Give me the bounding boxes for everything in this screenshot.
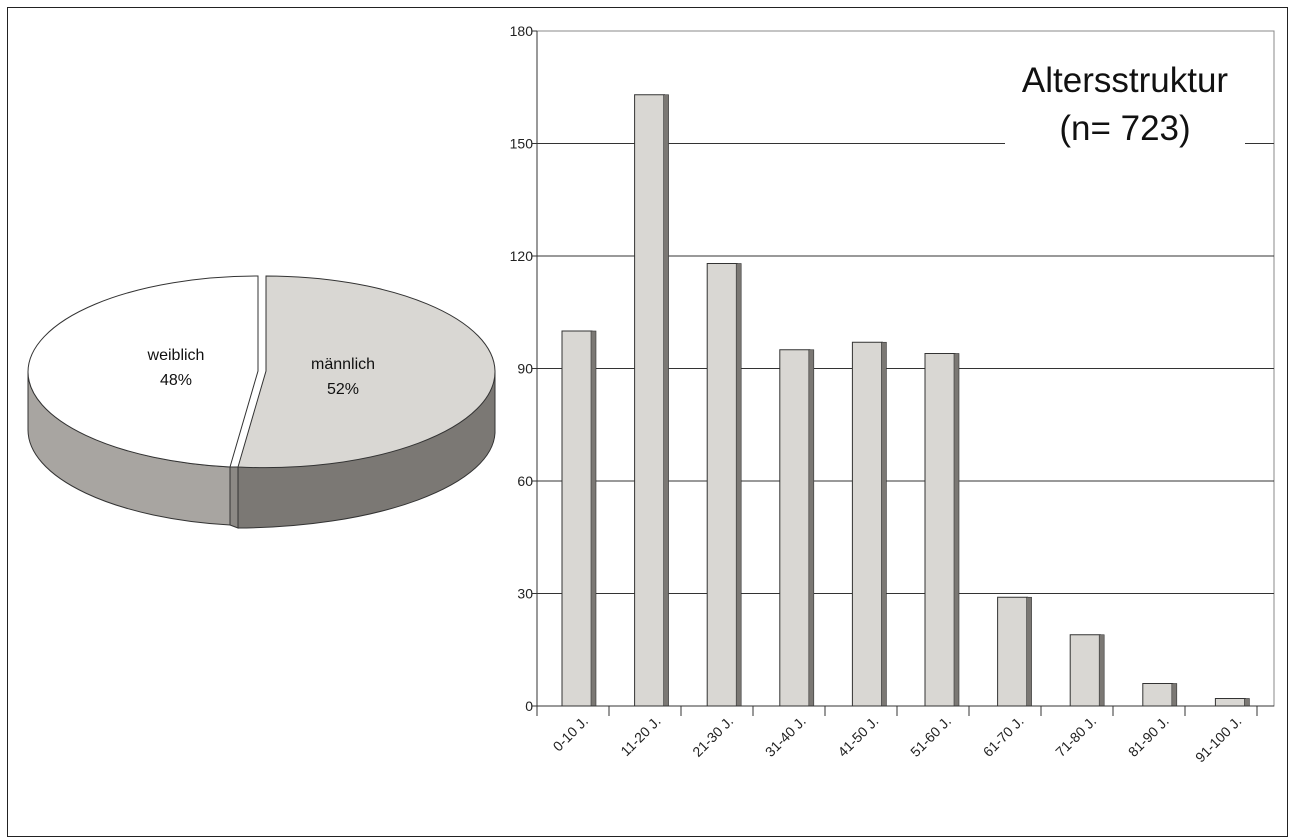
bar-side — [1026, 596, 1032, 707]
pie-label-maennlich-percent: 52% — [327, 381, 359, 398]
x-tick-label: 0-10 J. — [550, 713, 592, 755]
pie-label-maennlich-name: männlich — [311, 356, 375, 373]
y-tick-label: 30 — [517, 586, 533, 602]
bar-side — [735, 263, 742, 707]
bar-31-40 — [779, 349, 811, 707]
x-tick-label: 11-20 J. — [617, 713, 663, 759]
y-axis-ticks: 0 30 60 90 120 150 180 — [510, 23, 538, 716]
bar-51-60 — [924, 353, 956, 707]
bar-side — [1244, 698, 1250, 707]
bar-side — [1171, 683, 1178, 707]
bar-side — [663, 94, 669, 707]
bar-0-10 — [561, 330, 593, 707]
bar-41-50 — [851, 341, 883, 707]
pie-slice-weiblich — [27, 275, 259, 468]
title-background — [1005, 60, 1245, 160]
bar-11-20 — [634, 94, 666, 707]
bar-side — [590, 330, 597, 707]
x-tick-label: 21-30 J. — [689, 713, 736, 760]
x-tick-label: 41-50 J. — [834, 713, 881, 760]
pie-slice-maennlich — [237, 275, 496, 469]
bar-81-90 — [1142, 683, 1174, 707]
y-tick-label: 90 — [517, 361, 533, 377]
y-tick-label: 120 — [510, 248, 534, 264]
bar-side — [808, 349, 815, 707]
pie-label-weiblich-percent: 48% — [160, 372, 192, 389]
y-tick-label: 60 — [517, 473, 533, 489]
x-tick-label: 61-70 J. — [980, 713, 1027, 760]
pie-label-weiblich-name: weiblich — [147, 347, 205, 364]
x-tick-label: 91-100 J. — [1192, 713, 1245, 766]
bar-side — [881, 341, 887, 707]
y-tick-label: 150 — [510, 136, 534, 152]
chart-title: Altersstruktur — [1022, 61, 1228, 100]
bar-61-70 — [997, 596, 1029, 707]
x-axis-ticks: 0-10 J. 11-20 J. 21-30 J. 31-40 J. 41-50 J. 5… — [537, 705, 1274, 766]
x-tick-label: 51-60 J. — [907, 713, 954, 760]
x-tick-label: 71-80 J. — [1052, 713, 1099, 760]
bar-71-80 — [1069, 634, 1101, 707]
bar-side — [1098, 634, 1105, 707]
bars — [561, 94, 1250, 707]
x-tick-label: 81-90 J. — [1125, 713, 1172, 760]
bar-side — [953, 353, 960, 707]
bar-chart: 0 30 60 90 120 150 180 0-10 J. 11-20 J. 21-30 J.… — [510, 23, 1275, 766]
x-tick-label: 31-40 J. — [762, 713, 809, 760]
chart-subtitle: (n= 723) — [1059, 109, 1190, 148]
y-tick-label: 0 — [525, 698, 533, 714]
bar-21-30 — [706, 263, 738, 707]
pie-chart: weiblich 48% männlich 52% — [27, 275, 496, 529]
bar-91-100 — [1214, 698, 1246, 707]
y-tick-label: 180 — [510, 23, 534, 39]
pie-slice-gap — [229, 466, 239, 529]
